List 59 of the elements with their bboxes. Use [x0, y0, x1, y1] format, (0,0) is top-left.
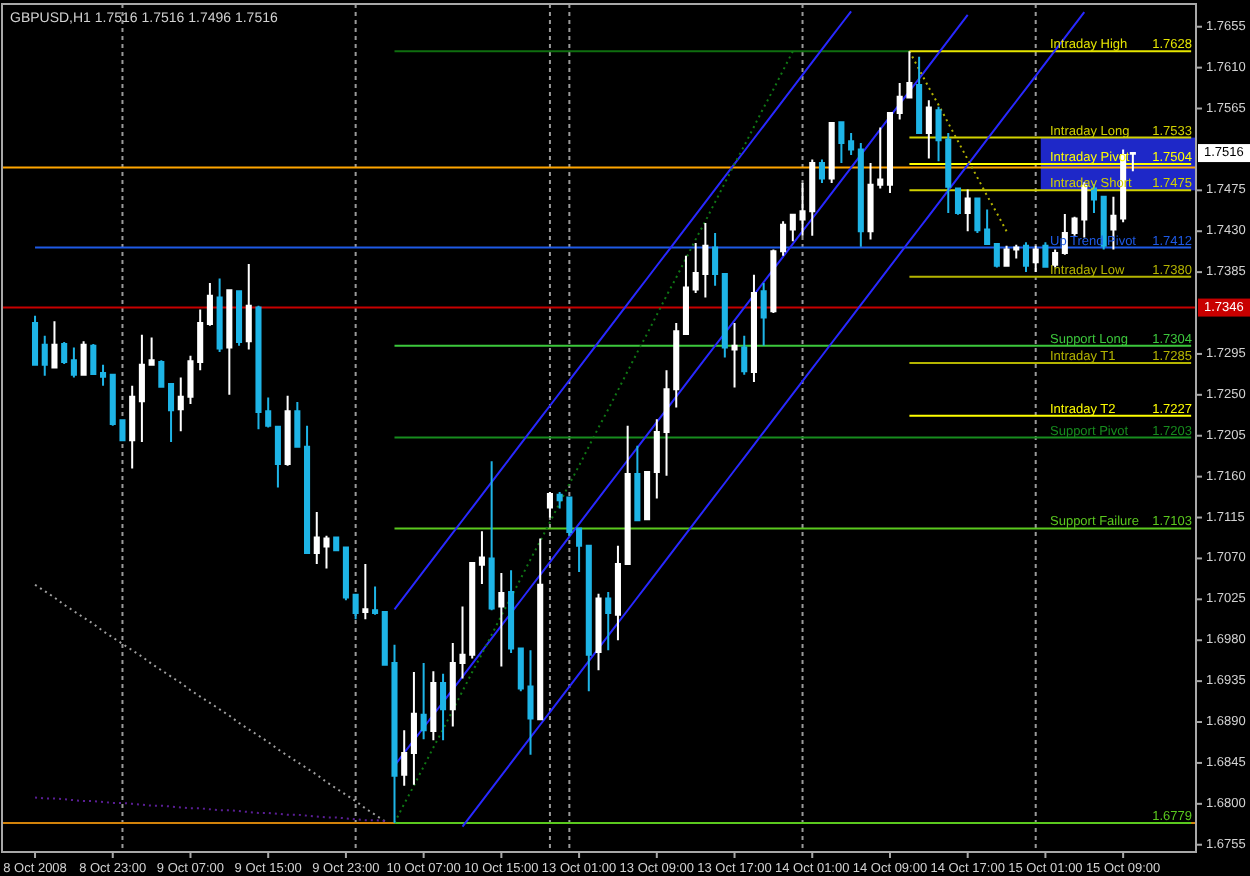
candlestick [838, 121, 845, 165]
candlestick [760, 282, 767, 347]
candlestick [498, 571, 505, 668]
candlestick [206, 282, 213, 327]
candlestick [682, 254, 689, 335]
candlestick [294, 401, 301, 448]
candlestick [916, 55, 923, 135]
candlestick [148, 336, 155, 366]
candlestick [605, 591, 612, 652]
candlestick [226, 289, 233, 396]
candlestick [731, 322, 738, 389]
candlestick [70, 346, 77, 379]
candlestick [508, 569, 515, 654]
candlestick [925, 99, 932, 160]
candlestick [750, 273, 757, 384]
candlestick [440, 672, 447, 742]
candlestick [488, 460, 495, 612]
candlestick [741, 334, 748, 376]
candlestick [848, 132, 855, 156]
candlestick [41, 334, 48, 377]
candlestick [1042, 241, 1049, 268]
candlestick [537, 537, 544, 721]
candlestick [1022, 241, 1030, 274]
candlestick [274, 424, 281, 489]
candlestick [624, 424, 631, 565]
candlestick [585, 544, 592, 693]
line-series [34, 583, 386, 823]
candlestick [401, 729, 408, 787]
candlestick [100, 363, 107, 387]
candlestick [634, 444, 641, 522]
candlestick [284, 394, 291, 467]
candlestick [362, 562, 369, 621]
candlestick [352, 593, 359, 621]
candlestick [964, 188, 971, 233]
candlestick [576, 527, 583, 574]
candlestick [595, 592, 602, 672]
candlestick [546, 491, 553, 519]
candlestick [51, 320, 58, 369]
candlestick [372, 585, 379, 616]
candlestick [614, 544, 621, 642]
candlestick [984, 208, 991, 246]
candlestick [168, 382, 175, 444]
candlestick [430, 670, 437, 742]
line-series [34, 796, 386, 823]
line-series [393, 10, 853, 611]
candlestick [410, 671, 417, 786]
candlestick [1129, 152, 1136, 173]
candlestick [129, 384, 136, 470]
candlestick [478, 530, 485, 585]
line-series [908, 50, 1008, 233]
candlestick [818, 158, 825, 185]
candlestick [1032, 244, 1039, 274]
candlestick [216, 277, 223, 354]
candlestick [780, 220, 787, 257]
candlestick [420, 661, 427, 741]
candlestick [712, 232, 719, 287]
candlestick [138, 333, 145, 444]
candlestick [245, 262, 252, 351]
line-series [393, 13, 969, 767]
